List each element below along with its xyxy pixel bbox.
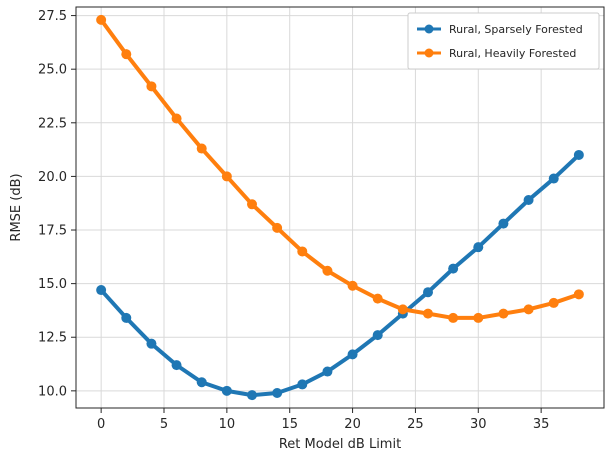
data-point-rural-heavily-forested [272, 222, 283, 233]
x-tick-label: 15 [281, 417, 298, 432]
data-point-rural-sparsely-forested [372, 330, 383, 341]
data-point-rural-sparsely-forested [272, 387, 283, 398]
data-point-rural-heavily-forested [247, 199, 257, 210]
y-tick-label: 25.0 [38, 63, 67, 78]
data-point-rural-heavily-forested [347, 280, 358, 291]
series-layer [96, 14, 584, 401]
y-tick-label: 27.5 [38, 9, 67, 24]
x-tick-label: 25 [407, 417, 424, 432]
data-point-rural-sparsely-forested [322, 366, 333, 377]
x-tick-label: 35 [533, 417, 550, 432]
legend-label: Rural, Sparsely Forested [449, 23, 583, 36]
data-point-rural-heavily-forested [171, 113, 182, 124]
legend-box [407, 12, 600, 70]
y-tick-label: 22.5 [38, 116, 67, 131]
x-tick-label: 0 [97, 417, 105, 432]
series-rural-sparsely-forested [96, 149, 584, 401]
data-point-rural-sparsely-forested [171, 360, 182, 371]
data-point-rural-sparsely-forested [146, 338, 157, 349]
legend-item-rural-heavily-forested: Rural, Heavily Forested [417, 47, 576, 60]
data-point-rural-heavily-forested [573, 289, 584, 300]
legend-label: Rural, Heavily Forested [449, 47, 576, 60]
data-point-rural-heavily-forested [196, 143, 207, 154]
data-point-rural-heavily-forested [548, 297, 559, 308]
x-tick-label: 30 [470, 417, 487, 432]
data-point-rural-heavily-forested [498, 308, 509, 319]
y-tick-label: 12.5 [38, 331, 67, 346]
data-point-rural-heavily-forested [423, 308, 433, 319]
data-point-rural-sparsely-forested [423, 287, 433, 298]
data-point-rural-sparsely-forested [473, 242, 484, 253]
grid [76, 7, 604, 408]
data-point-rural-sparsely-forested [347, 349, 358, 360]
legend-swatch-marker [424, 48, 434, 58]
y-tick-label: 10.0 [38, 384, 67, 399]
x-axis-label: Ret Model dB Limit [279, 437, 401, 452]
data-point-rural-sparsely-forested [247, 390, 257, 401]
series-line-rural-sparsely-forested [99, 152, 581, 398]
y-tick-label: 20.0 [38, 170, 67, 185]
data-point-rural-sparsely-forested [96, 285, 107, 296]
data-point-rural-sparsely-forested [448, 263, 459, 274]
data-point-rural-heavily-forested [96, 14, 107, 25]
data-point-rural-sparsely-forested [548, 173, 559, 184]
y-tick-label: 15.0 [38, 277, 67, 292]
data-point-rural-heavily-forested [523, 304, 534, 315]
data-point-rural-heavily-forested [448, 312, 459, 323]
data-point-rural-sparsely-forested [196, 377, 207, 388]
y-axis-label: RMSE (dB) [9, 173, 24, 241]
legend-swatch-marker [424, 24, 434, 34]
plot-frame [75, 6, 605, 409]
data-point-rural-heavily-forested [473, 312, 484, 323]
x-tick-label: 10 [219, 417, 236, 432]
data-point-rural-heavily-forested [372, 293, 383, 304]
data-point-rural-sparsely-forested [121, 312, 132, 323]
data-point-rural-heavily-forested [121, 49, 132, 60]
legend: Rural, Sparsely Forested Rural, Heavily F… [407, 12, 600, 70]
data-point-rural-heavily-forested [221, 171, 232, 182]
legend-item-rural-sparsely-forested: Rural, Sparsely Forested [417, 23, 583, 36]
y-tick-label: 17.5 [38, 224, 67, 239]
x-tick-label: 5 [160, 417, 168, 432]
data-point-rural-heavily-forested [297, 246, 308, 257]
data-point-rural-sparsely-forested [523, 194, 534, 205]
x-tick-label: 20 [344, 417, 361, 432]
data-point-rural-sparsely-forested [573, 149, 584, 160]
data-point-rural-sparsely-forested [297, 379, 308, 390]
data-point-rural-heavily-forested [322, 265, 333, 276]
series-rural-heavily-forested [96, 14, 584, 323]
data-point-rural-heavily-forested [397, 304, 408, 315]
data-point-rural-sparsely-forested [221, 385, 232, 396]
data-point-rural-heavily-forested [146, 81, 157, 92]
data-point-rural-sparsely-forested [498, 218, 509, 229]
axis-ticks: 0 5 10 15 20 25 30 35 10.0 12.5 15.0 17.5 20.0 22.5 25… [38, 9, 549, 432]
